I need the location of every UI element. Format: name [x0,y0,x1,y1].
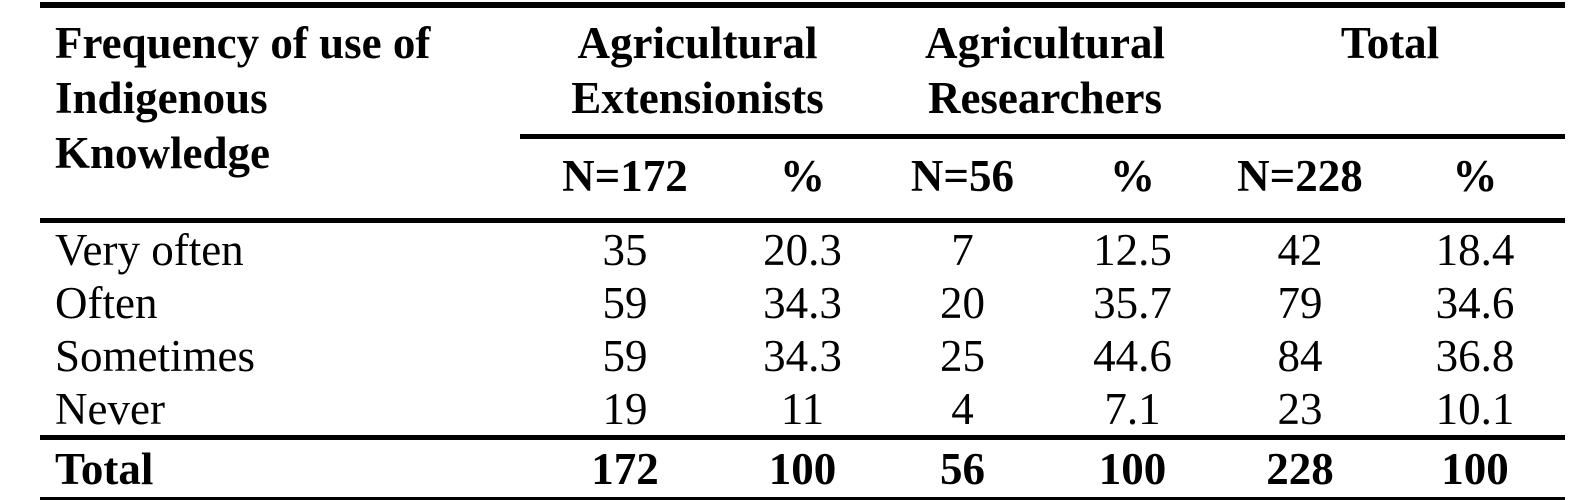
table-cell: 35.7 [1093,277,1172,328]
group-header-line: Agricultural [925,18,1165,68]
table-cell: 10.1 [1435,383,1515,434]
col-header-n-extensionists: N=172 [520,136,730,223]
group-header-agricultural-researchers: Agricultural Researchers [875,5,1215,139]
table-cell: 7.1 [1104,383,1161,434]
frequency-of-use-table: Frequency of use of Indigenous Knowledge… [40,2,1565,500]
table-cell: 228 [1215,435,1385,500]
group-header-line: Extensionists [571,73,824,123]
col-header-pct-researchers: % [1050,136,1215,223]
col-header-pct-extensionists: % [730,136,875,223]
table-cell: 42 [1277,224,1323,275]
table-cell: 59 [602,330,648,381]
group-header-agricultural-extensionists: Agricultural Extensionists [520,5,875,139]
table-cell: 172 [520,435,730,500]
table-cell: 7 [951,224,974,275]
table-cell: 100 [1050,435,1215,500]
subheader-row: N=172 % N=56 % N=228 % [40,136,1565,223]
table-cell: 35 [602,224,648,275]
table-row-often: Often 59 34.3 20 35.7 79 34.6 [40,276,1565,329]
table-cell: 34.6 [1435,277,1515,328]
table-cell: 84 [1277,330,1323,381]
table-cell: 20.3 [763,224,842,275]
table-cell: 79 [1277,277,1323,328]
table-cell: 25 [940,330,985,381]
row-header-line: Knowledge [55,128,271,178]
group-header-line: Researchers [927,73,1163,123]
table-cell: 59 [602,277,648,328]
group-header-total: Total [1215,5,1565,139]
table-cell: 56 [875,435,1050,500]
table-row-sometimes: Sometimes 59 34.3 25 44.6 84 36.8 [40,329,1565,382]
row-label: Never [55,383,165,434]
row-label: Often [55,277,158,328]
table-cell: 4 [951,383,974,434]
table-cell: 34.3 [763,330,842,381]
table-cell: 34.3 [763,277,842,328]
table-cell: 11 [780,383,825,434]
total-row-label: Total [40,435,520,500]
row-label: Very often [55,224,244,275]
row-header-line: Indigenous [55,73,268,123]
col-header-n-researchers: N=56 [875,136,1050,223]
row-header-title: Frequency of use of Indigenous Knowledge [40,5,520,223]
table-cell: 19 [602,383,648,434]
row-header-line: Frequency of use of [55,18,431,68]
table-row-very-often: Very often 35 20.3 7 12.5 42 18.4 [40,221,1565,277]
table-cell: 100 [1385,435,1565,500]
table-cell: 23 [1277,383,1323,434]
row-label: Sometimes [55,330,255,381]
col-header-pct-total: % [1385,136,1565,223]
table-cell: 100 [730,435,875,500]
table-row-never: Never 19 11 4 7.1 23 10.1 [40,382,1565,438]
group-header-line: Agricultural [577,18,818,68]
table-cell: 12.5 [1093,224,1172,275]
table-cell: 20 [940,277,985,328]
table-cell: 18.4 [1435,224,1515,275]
group-header-row: Frequency of use of Indigenous Knowledge… [40,5,1565,223]
table-row-total: Total 172 100 56 100 228 100 [40,435,1565,500]
col-header-n-total: N=228 [1215,136,1385,223]
table-cell: 36.8 [1435,330,1515,381]
table-cell: 44.6 [1093,330,1172,381]
group-header-line: Total [1340,18,1440,68]
